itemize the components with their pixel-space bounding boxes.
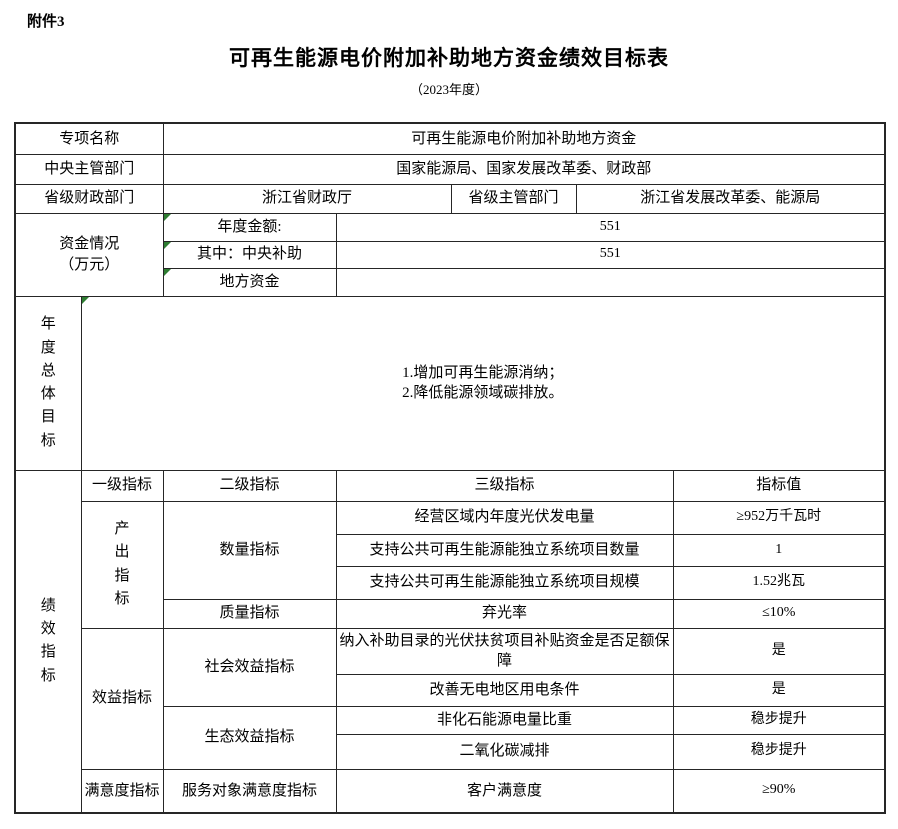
indicator-value-cell: ≥952万千瓦时 [672, 500, 886, 535]
funding-annual-value: 551 [335, 212, 886, 242]
row-project-name: 专项名称 可再生能源电价附加补助地方资金 [14, 122, 886, 155]
level2-service-label: 服务对象满意度指标 [162, 768, 337, 814]
performance-target-table: 专项名称 可再生能源电价附加补助地方资金 中央主管部门 国家能源局、国家发展改革… [14, 122, 886, 814]
row-indicator-project-scale: 支持公共可再生能源能独立系统项目规模 1.52兆瓦 [15, 565, 886, 600]
indicator-value-cell: 1.52兆瓦 [672, 565, 886, 600]
indicator-cell: 纳入补助目录的光伏扶贫项目补贴资金是否足额保障 [335, 627, 674, 675]
provincial-finance-label: 省级财政部门 [14, 183, 164, 214]
row-indicator-header: 绩效指标 一级指标 二级指标 三级指标 指标值 [14, 469, 886, 814]
row-indicator-co2-reduction: 二氧化碳减排 稳步提升 [15, 733, 886, 770]
row-indicator-pv-generation: 产出指标 数量指标 经营区域内年度光伏发电量 ≥952万千瓦时 [15, 500, 886, 629]
indicator-value-cell: ≥90% [672, 768, 886, 814]
level1-output-label: 产出指标 [80, 500, 164, 629]
row-central-dept: 中央主管部门 国家能源局、国家发展改革委、财政部 [14, 153, 886, 185]
provincial-dept-value: 浙江省发展改革委、能源局 [575, 183, 886, 214]
cell-marker-icon [82, 297, 89, 304]
level2-ecological-label: 生态效益指标 [162, 705, 337, 770]
funding-label-line1: 资金情况 [59, 236, 120, 253]
annual-goal-line2: 2.降低能源领域碳排放。 [402, 385, 564, 401]
indicator-cell: 客户满意度 [335, 768, 674, 814]
row-indicator-customer-satisfaction: 满意度指标 服务对象满意度指标 客户满意度 ≥90% [15, 768, 886, 814]
indicator-value-cell: ≤10% [672, 598, 886, 629]
funding-central-label: 其中：中央补助 [162, 240, 337, 269]
performance-section-label: 绩效指标 [14, 469, 82, 814]
indicator-cell: 弃光率 [335, 598, 674, 629]
indicator-cell: 经营区域内年度光伏发电量 [335, 500, 674, 535]
funding-section-label: 资金情况 （万元） [14, 212, 164, 297]
row-indicator-project-count: 支持公共可再生能源能独立系统项目数量 1 [15, 533, 886, 567]
indicator-cell: 支持公共可再生能源能独立系统项目数量 [335, 533, 674, 567]
row-funding-annual: 资金情况 （万元） 年度金额: 551 [14, 212, 886, 297]
central-dept-label: 中央主管部门 [14, 153, 164, 185]
level2-social-label: 社会效益指标 [162, 627, 337, 707]
row-indicator-curtailment: 质量指标 弃光率 ≤10% [15, 598, 886, 629]
page-subtitle: （2023年度） [409, 82, 488, 97]
annual-goal-label: 年度总体目标 [14, 295, 82, 471]
project-name-value: 可再生能源电价附加补助地方资金 [162, 122, 886, 155]
level2-quality-label: 质量指标 [162, 598, 337, 629]
attachment-label: 附件3 [27, 14, 65, 30]
funding-central-value: 551 [335, 240, 886, 269]
level2-quantity-label: 数量指标 [162, 500, 337, 600]
header-level3: 三级指标 [335, 469, 674, 502]
indicator-value-cell: 是 [672, 627, 886, 675]
cell-marker-icon [164, 269, 171, 276]
row-indicator-nonfossil-share: 生态效益指标 非化石能源电量比重 稳步提升 [15, 705, 886, 770]
funding-local-value [335, 267, 886, 297]
header-value: 指标值 [672, 469, 886, 502]
funding-local-label: 地方资金 [162, 267, 337, 297]
row-indicator-subsidy-guarantee: 效益指标 社会效益指标 纳入补助目录的光伏扶贫项目补贴资金是否足额保障 是 [15, 627, 886, 770]
indicator-value-cell: 稳步提升 [672, 733, 886, 770]
indicator-cell: 非化石能源电量比重 [335, 705, 674, 735]
indicator-cell: 支持公共可再生能源能独立系统项目规模 [335, 565, 674, 600]
cell-marker-icon [164, 214, 171, 221]
row-funding-central: 其中：中央补助 551 [15, 240, 886, 269]
row-annual-goal: 年度总体目标 1.增加可再生能源消纳； 2.降低能源领域碳排放。 [14, 295, 886, 471]
provincial-finance-value: 浙江省财政厅 [162, 183, 452, 214]
page-title: 可再生能源电价附加补助地方资金绩效目标表 [229, 46, 669, 70]
annual-goal-content: 1.增加可再生能源消纳； 2.降低能源领域碳排放。 [80, 295, 886, 471]
funding-label-line2: （万元） [59, 256, 120, 273]
central-dept-value: 国家能源局、国家发展改革委、财政部 [162, 153, 886, 185]
indicator-value-cell: 稳步提升 [672, 705, 886, 735]
indicator-value-cell: 是 [672, 673, 886, 707]
row-funding-local: 地方资金 [15, 267, 886, 297]
indicator-cell: 改善无电地区用电条件 [335, 673, 674, 707]
level1-satisfaction-label: 满意度指标 [80, 768, 164, 814]
funding-annual-label: 年度金额: [162, 212, 337, 242]
annual-goal-line1: 1.增加可再生能源消纳； [402, 364, 564, 381]
indicator-cell: 二氧化碳减排 [335, 733, 674, 770]
indicator-value-cell: 1 [672, 533, 886, 567]
project-name-label: 专项名称 [14, 122, 164, 155]
header-level2: 二级指标 [162, 469, 337, 502]
header-level1: 一级指标 [80, 469, 164, 502]
provincial-dept-label: 省级主管部门 [450, 183, 577, 214]
row-provincial-depts: 省级财政部门 浙江省财政厅 省级主管部门 浙江省发展改革委、能源局 [14, 183, 886, 214]
row-indicator-electricity-access: 改善无电地区用电条件 是 [15, 673, 886, 707]
cell-marker-icon [164, 242, 171, 249]
level1-benefit-label: 效益指标 [80, 627, 164, 770]
